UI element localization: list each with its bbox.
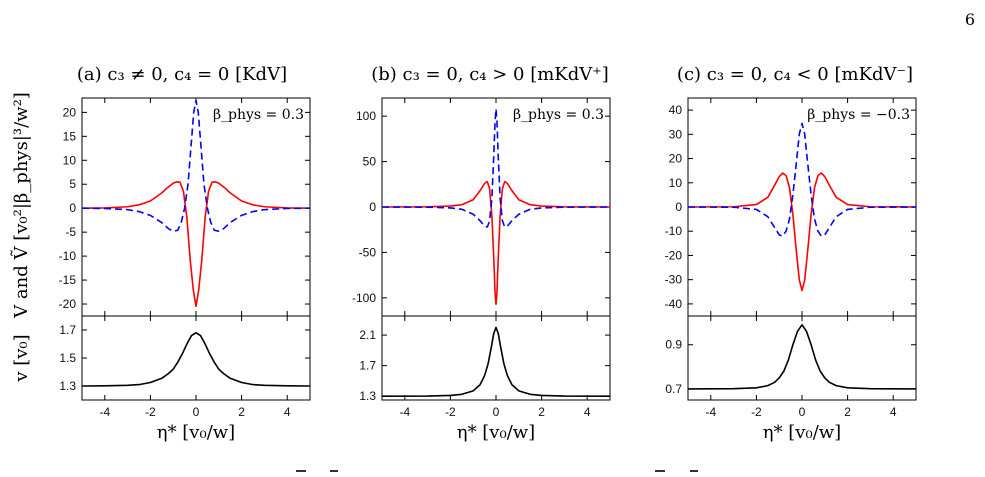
y-tick-label-a-top-7: 15 — [63, 129, 77, 143]
x-tick-label-a-0: -4 — [99, 405, 110, 419]
y-tick-label-c-bottom-1: 0.9 — [665, 338, 682, 352]
series-line-c-bottom-0 — [688, 324, 916, 390]
x-axis-label-b: η* [v₀/w] — [457, 422, 535, 443]
y-tick-label-a-top-3: -5 — [65, 225, 76, 239]
x-tick-label-c-4: 4 — [890, 405, 897, 419]
y-tick-label-b-top-2: 0 — [369, 200, 376, 214]
panel-b: (b) c₃ = 0, c₄ > 0 [mKdV⁺] -100 -50 0 50 100 1… — [352, 64, 611, 419]
y-tick-label-a-top-0: -20 — [59, 297, 77, 311]
y-tick-label-b-bottom-1: 1.7 — [359, 359, 376, 373]
y-axis-label-bottom: v [v₀] — [11, 334, 32, 382]
plot-frame-a-bottom — [81, 315, 311, 401]
y-tick-label-b-bottom-0: 1.3 — [359, 389, 376, 403]
series-line-c-top-0 — [688, 172, 916, 292]
y-tick-label-c-bottom-0: 0.7 — [665, 382, 682, 396]
x-tick-label-c-1: -2 — [751, 405, 762, 419]
y-tick-label-c-top-4: 0 — [675, 200, 682, 214]
x-tick-label-b-0: -4 — [399, 405, 410, 419]
y-tick-label-c-top-3: -10 — [665, 224, 683, 238]
y-tick-label-c-top-8: 40 — [669, 103, 683, 117]
y-tick-label-c-top-7: 30 — [669, 127, 683, 141]
y-tick-label-a-top-5: 5 — [69, 177, 76, 191]
series-line-a-top-1 — [82, 99, 310, 232]
y-tick-label-b-top-0: -100 — [352, 291, 376, 305]
y-tick-label-b-top-1: -50 — [359, 245, 377, 259]
y-tick-label-b-top-4: 100 — [356, 109, 376, 123]
panel-title-a: (a) c₃ ≠ 0, c₄ = 0 [KdV] — [77, 64, 287, 85]
panel-a: (a) c₃ ≠ 0, c₄ = 0 [KdV]-20-15-10-505101… — [59, 64, 311, 419]
y-tick-label-a-bottom-2: 1.7 — [59, 323, 76, 337]
panel-title-b: (b) c₃ = 0, c₄ > 0 [mKdV⁺] — [371, 64, 609, 85]
caption-fragments — [296, 470, 698, 472]
y-tick-label-a-top-2: -10 — [59, 249, 77, 263]
y-tick-label-a-top-4: 0 — [69, 201, 76, 215]
y-tick-label-b-top-3: 50 — [363, 155, 377, 169]
y-tick-label-a-bottom-1: 1.5 — [59, 351, 76, 365]
series-line-b-top-1 — [382, 108, 610, 228]
panel-c: (c) c₃ = 0, c₄ < 0 [mKdV⁻]-40-30-20-1001… — [665, 64, 917, 419]
plot-frame-c-bottom — [687, 315, 917, 401]
x-tick-label-b-4: 4 — [584, 405, 591, 419]
series-line-c-top-1 — [688, 122, 916, 237]
series-line-a-top-0 — [82, 181, 310, 308]
y-tick-label-c-top-1: -30 — [665, 273, 683, 287]
x-tick-label-a-4: 4 — [284, 405, 291, 419]
x-tick-label-a-2: 0 — [193, 405, 200, 419]
y-tick-label-c-top-6: 20 — [669, 152, 683, 166]
beta-annotation-c: β_phys = −0.3 — [807, 107, 910, 123]
series-line-b-bottom-0 — [382, 326, 610, 397]
x-tick-label-b-1: -2 — [445, 405, 456, 419]
x-tick-label-b-3: 2 — [538, 405, 545, 419]
y-tick-label-a-bottom-0: 1.3 — [59, 379, 76, 393]
x-tick-label-b-2: 0 — [493, 405, 500, 419]
y-tick-label-a-top-6: 10 — [63, 153, 77, 167]
beta-annotation-a: β_phys = 0.3 — [213, 107, 304, 123]
panel-title-c: (c) c₃ = 0, c₄ < 0 [mKdV⁻] — [677, 64, 913, 85]
y-tick-label-c-top-5: 10 — [669, 176, 683, 190]
x-tick-label-c-3: 2 — [844, 405, 851, 419]
y-tick-label-b-bottom-2: 2.1 — [359, 328, 376, 342]
y-axis-label-top: V and Ṽ [v₀²|β_phys|³/w²] — [10, 92, 32, 319]
x-tick-label-c-0: -4 — [705, 405, 716, 419]
y-tick-label-a-top-1: -15 — [59, 273, 77, 287]
x-tick-label-c-2: 0 — [799, 405, 806, 419]
x-tick-label-a-3: 2 — [238, 405, 245, 419]
series-line-a-bottom-0 — [82, 332, 310, 387]
y-tick-label-c-top-0: -40 — [665, 297, 683, 311]
y-tick-label-a-top-8: 20 — [63, 105, 77, 119]
beta-annotation-b: β_phys = 0.3 — [513, 107, 604, 123]
x-axis-label-a: η* [v₀/w] — [157, 422, 235, 443]
x-tick-label-a-1: -2 — [145, 405, 156, 419]
page-number: 6 — [964, 10, 975, 29]
y-tick-label-c-top-2: -20 — [665, 248, 683, 262]
series-line-b-top-0 — [382, 180, 610, 305]
x-axis-label-c: η* [v₀/w] — [763, 422, 841, 443]
